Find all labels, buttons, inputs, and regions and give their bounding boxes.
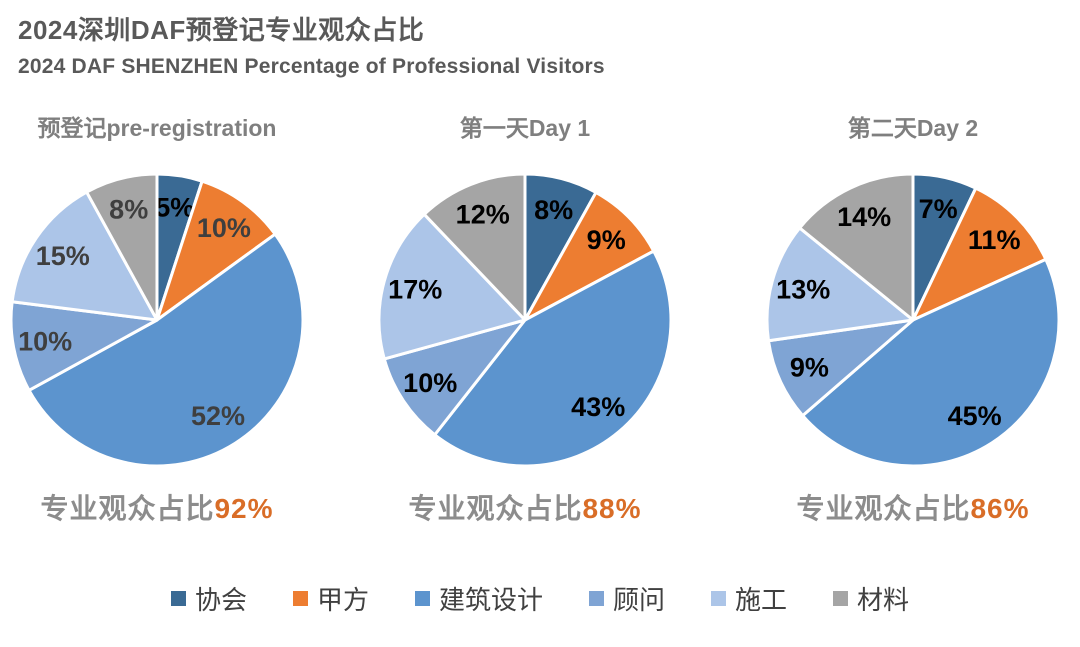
legend-item-architectural-design: 建筑设计 [414, 580, 543, 617]
caption-label: 专业观众占比 [796, 493, 971, 524]
data-label-3: 10% [403, 368, 457, 398]
data-label-5: 14% [837, 202, 891, 232]
legend-item-construction: 施工 [711, 580, 787, 617]
pie-slice-1 [911, 186, 1048, 322]
caption-day-1: 专业观众占比88% [375, 487, 675, 527]
data-label-2: 52% [191, 401, 245, 431]
data-label-1: 9% [587, 225, 626, 255]
caption-day-2: 专业观众占比86% [763, 487, 1063, 527]
legend-label-construction: 施工 [735, 586, 788, 615]
legend-swatch-client [292, 591, 308, 606]
legend-swatch-consultant [589, 591, 604, 606]
caption-value: 86% [970, 493, 1030, 524]
pie-slice-1 [155, 179, 277, 322]
legend-item-consultant: 顾问 [589, 580, 665, 617]
legend-item-client: 甲方 [292, 580, 369, 617]
pie-slice-2 [433, 249, 673, 468]
legend-label-architectural-design: 建筑设计 [438, 586, 543, 615]
caption-label: 专业观众占比 [40, 493, 215, 524]
legend-label-materials: 材料 [857, 586, 910, 615]
legend: 协会 甲方 建筑设计 顾问 施工 材料 [0, 580, 1080, 617]
data-label-4: 17% [388, 275, 442, 305]
legend-item-association: 协会 [170, 580, 247, 617]
caption-label: 专业观众占比 [408, 493, 583, 524]
pie-chart-day-1: 8% 9% 43% 10% 17% 12% [377, 172, 673, 468]
pie-slice-1 [523, 190, 656, 322]
data-label-1: 11% [968, 225, 1021, 255]
legend-label-association: 协会 [194, 586, 247, 615]
legend-label-consultant: 顾问 [613, 586, 666, 615]
pie-slice-5 [422, 172, 527, 322]
caption-value: 88% [582, 493, 642, 524]
legend-swatch-architectural-design [414, 591, 430, 606]
data-label-4: 13% [776, 275, 830, 305]
data-label-0: 8% [534, 195, 573, 225]
data-label-5: 12% [456, 199, 510, 229]
data-label-1: 10% [197, 213, 251, 243]
legend-swatch-materials [833, 591, 849, 606]
pie-slice-4 [765, 226, 915, 343]
legend-label-client: 甲方 [316, 586, 369, 615]
legend-swatch-association [170, 591, 186, 606]
pie-slice-3 [382, 318, 527, 437]
data-label-0: 5% [155, 193, 194, 223]
chart-title-pre-registration: 预登记pre-registration [37, 115, 277, 141]
pie-slice-5 [798, 172, 915, 322]
title-english: 2024 DAF SHENZHEN Percentage of Professi… [18, 55, 605, 78]
data-label-2: 43% [571, 392, 625, 422]
legend-item-materials: 材料 [833, 580, 909, 617]
pie-chart-pre-registration: 5%10%52%10%15%8% [9, 172, 305, 468]
chart-title-day-2: 第二天Day 2 [847, 115, 979, 141]
caption-pre-registration: 专业观众占比92% [7, 487, 307, 527]
title-chinese: 2024深圳DAF预登记专业观众占比 [18, 15, 425, 45]
pie-slice-2 [801, 257, 1061, 468]
pie-slice-4 [377, 212, 527, 361]
page-title: 2024深圳DAF预登记专业观众占比 2024 DAF SHENZHEN Per… [18, 10, 605, 79]
pie-slice-3 [766, 318, 915, 418]
chart-title-day-1: 第一天Day 1 [459, 115, 591, 141]
data-label-3: 9% [790, 352, 829, 382]
pie-slice-3 [9, 300, 159, 392]
legend-swatch-construction [711, 591, 727, 606]
data-label-3: 10% [18, 326, 72, 356]
data-label-4: 15% [36, 241, 90, 271]
pie-slice-5 [85, 172, 159, 322]
pie-slice-4 [10, 190, 159, 322]
chart-pre-registration: 预登记pre-registration 5% 10% 52% 10% 15% 8% 专业观… [7, 112, 307, 527]
caption-value: 92% [214, 493, 274, 524]
pie-slice-2 [27, 232, 305, 468]
chart-day-2: 第二天Day 2 7% 11% 45% 9% 13% 14% 专业观众占比86% [763, 112, 1063, 527]
data-label-0: 7% [919, 194, 958, 224]
chart-day-1: 第一天Day 1 8% 9% 43% 10% 17% 12% 专业观众占比88% [375, 112, 675, 527]
pie-chart-day-2: 7% 11% 45% 9% 13% 14% [765, 172, 1061, 468]
data-label-2: 45% [948, 401, 1002, 431]
data-label-5: 8% [109, 195, 148, 225]
